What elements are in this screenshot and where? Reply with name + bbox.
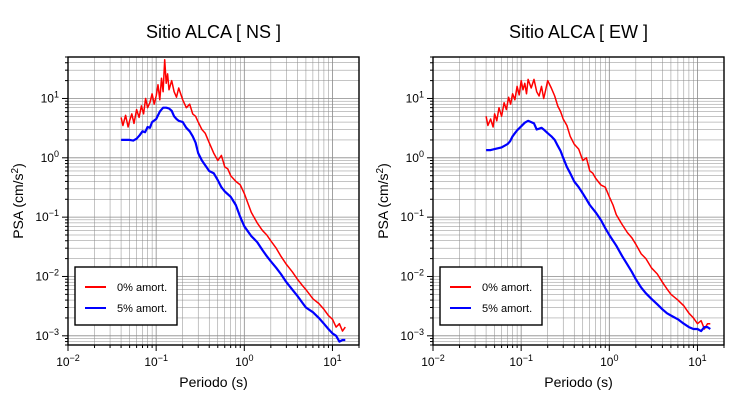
- plot-frame: [67, 56, 360, 346]
- x-tick-label: 100: [600, 353, 618, 369]
- chart-panel-1: 10−2 10−1 100 101 10−3 10−2 10−1 100 101 Sitio AL…: [10, 22, 360, 390]
- series-line-2: [121, 106, 346, 343]
- x-tick-label: 101: [323, 353, 341, 369]
- series-line-2: [486, 119, 711, 333]
- legend-box: [439, 266, 543, 326]
- x-tick-label: 101: [688, 353, 706, 369]
- x-tick-label: 10−1: [144, 353, 168, 369]
- x-tick-label: 100: [235, 353, 253, 369]
- grid: [67, 56, 360, 346]
- y-tick-label: 10−3: [35, 327, 59, 343]
- chart-panel-2: 10−2 10−1 100 101 10−3 10−2 10−1 100 101 Sitio AL…: [375, 22, 725, 390]
- chart-title: Sitio ALCA [ EW ]: [509, 22, 648, 42]
- series-lines: [485, 78, 711, 333]
- legend-label-2: 5% amort.: [482, 303, 532, 315]
- legend-box: [74, 266, 178, 326]
- series-line-1: [120, 58, 346, 332]
- ticks: [62, 56, 360, 351]
- series-line-1: [485, 78, 711, 330]
- legend-label-1: 0% amort.: [482, 282, 532, 294]
- series-lines: [120, 58, 346, 343]
- plot-frame: [432, 56, 725, 346]
- x-axis-label: Periodo (s): [179, 374, 247, 390]
- y-tick-label: 10−1: [400, 208, 424, 224]
- y-tick-label: 100: [41, 149, 59, 165]
- y-axis-label: PSA (cm/s2): [375, 163, 391, 239]
- legend: 0% amort. 5% amort.: [74, 266, 178, 326]
- y-tick-label: 10−2: [400, 267, 424, 283]
- x-axis-label: Periodo (s): [544, 374, 612, 390]
- y-tick-label: 100: [406, 149, 424, 165]
- y-tick-label: 10−2: [35, 267, 59, 283]
- grid: [432, 56, 725, 346]
- x-tick-label: 10−1: [509, 353, 533, 369]
- x-tick-label: 10−2: [421, 353, 445, 369]
- ticks: [427, 56, 725, 351]
- legend: 0% amort. 5% amort.: [439, 266, 543, 326]
- y-tick-label: 10−3: [400, 327, 424, 343]
- y-axis-label: PSA (cm/s2): [10, 163, 26, 239]
- chart-title: Sitio ALCA [ NS ]: [146, 22, 281, 42]
- x-tick-label: 10−2: [56, 353, 80, 369]
- y-tick-label: 101: [41, 89, 59, 105]
- legend-label-2: 5% amort.: [117, 303, 167, 315]
- y-tick-label: 10−1: [35, 208, 59, 224]
- legend-label-1: 0% amort.: [117, 282, 167, 294]
- y-tick-label: 101: [406, 89, 424, 105]
